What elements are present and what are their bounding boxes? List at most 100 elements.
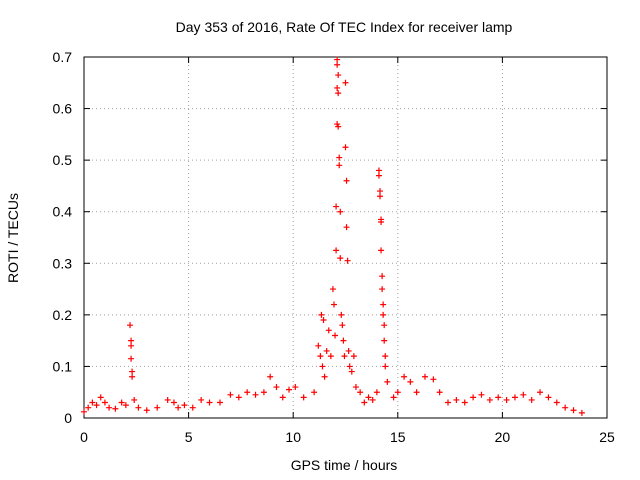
data-point bbox=[350, 353, 357, 360]
y-tick-label: 0.2 bbox=[53, 307, 73, 323]
data-point bbox=[380, 311, 387, 318]
data-point bbox=[311, 389, 318, 396]
y-tick-label: 0.7 bbox=[53, 49, 73, 65]
data-point bbox=[170, 399, 177, 406]
data-point bbox=[330, 301, 337, 308]
data-point bbox=[346, 363, 353, 370]
x-tick-label: 15 bbox=[390, 429, 406, 445]
data-point bbox=[545, 394, 552, 401]
data-point bbox=[131, 396, 138, 403]
data-point bbox=[378, 219, 385, 226]
y-tick-label: 0.3 bbox=[53, 255, 73, 271]
y-axis: 0 0.1 0.2 0.3 0.4 0.5 0.6 0.7 bbox=[53, 49, 607, 426]
data-point bbox=[335, 72, 342, 79]
data-point bbox=[381, 337, 388, 344]
data-point bbox=[478, 391, 485, 398]
data-point bbox=[338, 311, 345, 318]
y-tick-label: 0 bbox=[64, 410, 72, 426]
data-point bbox=[128, 337, 135, 344]
data-point bbox=[407, 378, 414, 385]
data-point bbox=[118, 399, 125, 406]
data-point bbox=[227, 391, 234, 398]
data-point bbox=[334, 61, 341, 68]
data-point bbox=[343, 177, 350, 184]
data-point bbox=[128, 342, 135, 349]
data-point bbox=[379, 273, 386, 280]
y-tick-label: 0.4 bbox=[53, 204, 73, 220]
data-point bbox=[85, 404, 92, 411]
data-point bbox=[373, 389, 380, 396]
data-point bbox=[336, 154, 343, 161]
data-point bbox=[315, 342, 322, 349]
data-point bbox=[129, 373, 136, 380]
data-point bbox=[279, 394, 286, 401]
data-point bbox=[206, 399, 213, 406]
data-point bbox=[377, 188, 384, 195]
data-point bbox=[339, 322, 346, 329]
data-point bbox=[327, 353, 334, 360]
y-axis-label: ROTI / TECUs bbox=[5, 193, 21, 283]
data-point bbox=[486, 396, 493, 403]
data-point bbox=[122, 402, 129, 409]
y-tick-label: 0.6 bbox=[53, 101, 73, 117]
data-point bbox=[361, 399, 368, 406]
x-axis-label: GPS time / hours bbox=[291, 457, 398, 473]
data-point bbox=[345, 347, 352, 354]
x-tick-label: 10 bbox=[285, 429, 301, 445]
data-point bbox=[375, 172, 382, 179]
data-point bbox=[375, 167, 382, 174]
data-point bbox=[528, 396, 535, 403]
data-point bbox=[382, 363, 389, 370]
data-point bbox=[198, 396, 205, 403]
x-tick-label: 0 bbox=[80, 429, 88, 445]
data-point bbox=[421, 373, 428, 380]
data-point bbox=[106, 404, 113, 411]
data-point bbox=[562, 404, 569, 411]
data-point bbox=[377, 193, 384, 200]
data-point bbox=[381, 322, 388, 329]
x-tick-label: 25 bbox=[599, 429, 615, 445]
data-point bbox=[252, 391, 259, 398]
data-point bbox=[273, 384, 280, 391]
data-points bbox=[81, 56, 585, 416]
data-point bbox=[342, 144, 349, 151]
data-point bbox=[128, 355, 135, 362]
data-point bbox=[143, 407, 150, 414]
data-point bbox=[235, 394, 242, 401]
data-point bbox=[89, 399, 96, 406]
data-point bbox=[319, 363, 326, 370]
x-tick-label: 20 bbox=[495, 429, 511, 445]
data-point bbox=[337, 255, 344, 262]
data-point bbox=[378, 247, 385, 254]
data-point bbox=[343, 224, 350, 231]
x-axis: 0 5 10 15 20 25 bbox=[80, 57, 615, 445]
data-point bbox=[334, 84, 341, 91]
data-point bbox=[332, 332, 339, 339]
chart-title: Day 353 of 2016, Rate Of TEC Index for r… bbox=[176, 19, 513, 35]
data-point bbox=[430, 376, 437, 383]
x-tick-label: 5 bbox=[185, 429, 193, 445]
data-point bbox=[352, 384, 359, 391]
data-point bbox=[267, 373, 274, 380]
data-point bbox=[341, 353, 348, 360]
data-point bbox=[445, 399, 452, 406]
data-point bbox=[337, 208, 344, 215]
data-point bbox=[260, 389, 267, 396]
data-point bbox=[336, 162, 343, 169]
data-point bbox=[81, 408, 87, 415]
data-point bbox=[553, 399, 560, 406]
data-point bbox=[286, 386, 293, 393]
data-point bbox=[335, 90, 342, 97]
data-point bbox=[511, 394, 518, 401]
data-point bbox=[93, 402, 100, 409]
data-point bbox=[348, 368, 355, 375]
data-point bbox=[357, 389, 364, 396]
data-point bbox=[384, 378, 391, 385]
data-point bbox=[413, 389, 420, 396]
data-point bbox=[570, 407, 577, 414]
data-point bbox=[436, 389, 443, 396]
data-point bbox=[401, 373, 408, 380]
data-point bbox=[503, 396, 510, 403]
data-point bbox=[127, 322, 134, 329]
